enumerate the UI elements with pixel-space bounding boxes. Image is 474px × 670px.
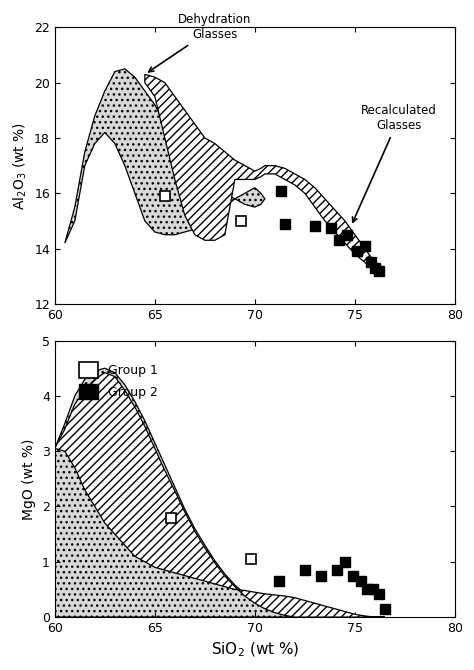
Y-axis label: Al$_2$O$_3$ (wt %): Al$_2$O$_3$ (wt %) <box>11 121 28 210</box>
Polygon shape <box>55 373 385 617</box>
Text: Recalculated
Glasses: Recalculated Glasses <box>353 105 437 222</box>
Polygon shape <box>55 369 295 617</box>
Legend: Group 1, Group 2: Group 1, Group 2 <box>69 352 168 409</box>
X-axis label: SiO$_2$ (wt %): SiO$_2$ (wt %) <box>210 641 299 659</box>
Polygon shape <box>65 69 265 243</box>
Text: Dehydration
Glasses: Dehydration Glasses <box>149 13 252 72</box>
Y-axis label: MgO (wt %): MgO (wt %) <box>22 438 36 519</box>
Polygon shape <box>145 74 379 273</box>
